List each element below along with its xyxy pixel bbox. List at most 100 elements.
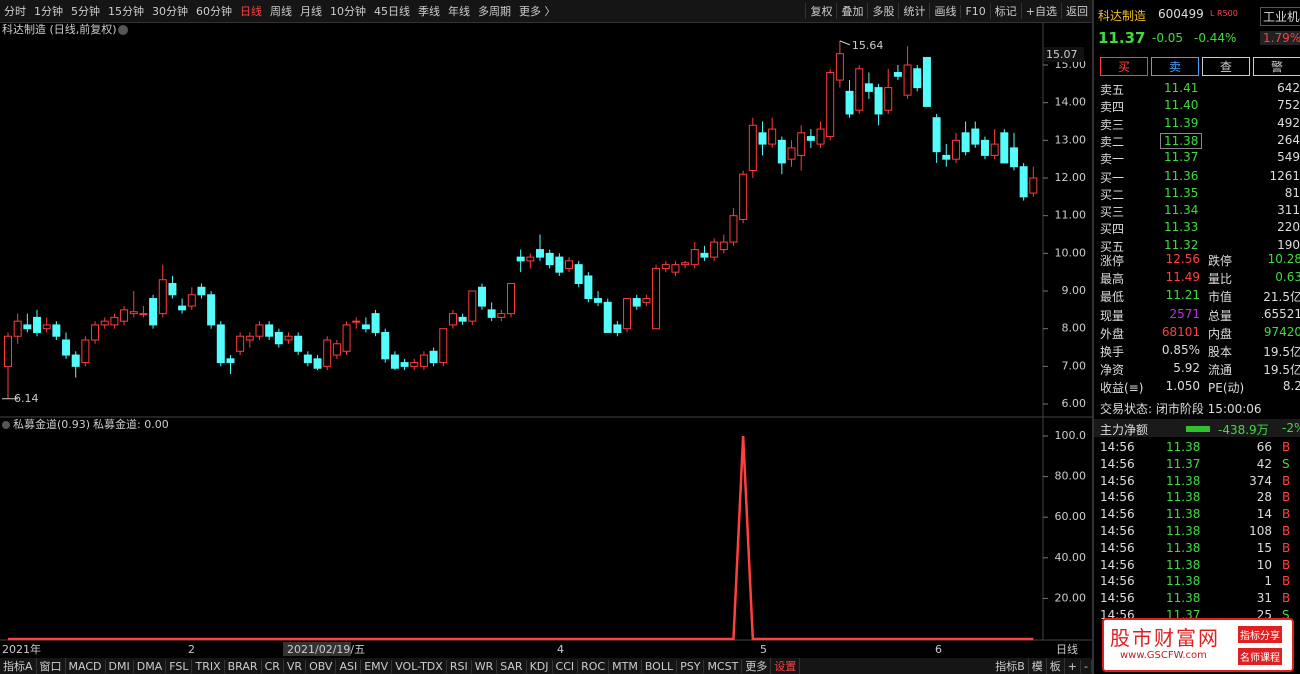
tool-button[interactable]: 标记	[989, 3, 1021, 19]
period-tab[interactable]: 月线	[300, 5, 322, 18]
indicator-tab[interactable]: SAR	[497, 659, 527, 673]
indicator-tab[interactable]: MTM	[609, 659, 642, 673]
indicator-tab[interactable]: DMA	[134, 659, 167, 673]
tool-button[interactable]: 返回	[1061, 3, 1092, 19]
trade-button[interactable]: 查	[1202, 57, 1250, 76]
trade-side: B	[1282, 557, 1291, 572]
candle-body	[710, 241, 719, 258]
candle-body	[777, 139, 786, 164]
tool-button[interactable]: 复权	[805, 3, 836, 19]
trade-button[interactable]: 买	[1100, 57, 1148, 76]
book-label: 买一	[1100, 170, 1125, 185]
indicator-tab[interactable]: ASI	[336, 659, 362, 673]
period-tab[interactable]: 15分钟	[108, 5, 144, 18]
indicator-tab[interactable]: CCI	[553, 659, 579, 673]
trade-side: B	[1282, 507, 1291, 522]
trade-price: 11.37	[1166, 456, 1201, 471]
book-price: 11.32	[1164, 237, 1199, 252]
candle-body	[632, 298, 641, 307]
period-tab[interactable]: 多周期	[478, 5, 511, 18]
indicator-tab[interactable]: 模	[1029, 658, 1047, 674]
period-tab[interactable]: 更多 〉	[519, 5, 556, 18]
indicator-tab[interactable]: 设置	[771, 658, 801, 674]
trade-time: 14:56	[1100, 473, 1135, 488]
period-tab[interactable]: 30分钟	[152, 5, 188, 18]
quote-panel: 科达制造 600499 L R500 工业机械 11.37 -0.05 -0.44% 1.79…	[1092, 0, 1300, 674]
flow-pct: -2%	[1282, 421, 1300, 435]
tool-button[interactable]: 多股	[867, 3, 898, 19]
indicator-tab[interactable]: BOLL	[642, 659, 678, 673]
tool-button[interactable]: 叠加	[836, 3, 867, 19]
period-tab[interactable]: 分时	[4, 5, 26, 18]
indicator-tab[interactable]: DMI	[106, 659, 134, 673]
candle-body	[971, 128, 980, 145]
tool-button[interactable]: F10	[960, 4, 989, 18]
candle-body	[671, 264, 680, 273]
tabs-right: 指标B 模板 + -	[992, 658, 1092, 674]
stat-label: 收益(≡)	[1100, 381, 1144, 396]
watermark-tag: 名师课程	[1238, 648, 1282, 665]
trade-side: B	[1282, 591, 1291, 606]
tool-button[interactable]: 统计	[898, 3, 929, 19]
indicator-tab[interactable]: VOL-TDX	[392, 659, 447, 673]
book-label: 买五	[1100, 239, 1125, 254]
indicator-tab[interactable]: CR	[262, 659, 284, 673]
trade-button[interactable]: 卖	[1151, 57, 1199, 76]
stat-value: 12.56	[1165, 252, 1200, 266]
trade-button[interactable]: 警	[1253, 57, 1300, 76]
trade-time: 14:56	[1100, 557, 1135, 572]
candle-body	[361, 324, 370, 330]
period-tab[interactable]: 年线	[448, 5, 470, 18]
indicator-tab[interactable]: MCST	[704, 659, 743, 673]
indicator-tab[interactable]: OBV	[306, 659, 337, 673]
trade-volume: 66	[1256, 440, 1272, 454]
period-tab[interactable]: 45日线	[374, 5, 410, 18]
indicator-tab[interactable]: VR	[284, 659, 307, 673]
indicator-tab[interactable]: RSI	[447, 659, 472, 673]
candle-body	[787, 147, 796, 160]
indicator-tab[interactable]: FSL	[166, 659, 193, 673]
indicator-tab[interactable]: EMV	[361, 659, 393, 673]
book-volume: 220	[1277, 220, 1300, 235]
y-tick-label: 9.00	[1062, 284, 1087, 297]
indicator-tab[interactable]: PSY	[677, 659, 705, 673]
indicator-title: 私募金道(0.93)	[13, 417, 90, 431]
period-tab[interactable]: 周线	[270, 5, 292, 18]
stat-label: 内盘	[1208, 326, 1233, 341]
period-tab[interactable]: 季线	[418, 5, 440, 18]
indicator-tab[interactable]: BRAR	[225, 659, 262, 673]
y-tick-label: 40.00	[1055, 551, 1087, 564]
indicator-tab[interactable]: 板	[1047, 658, 1065, 674]
period-tab[interactable]: 60分钟	[196, 5, 232, 18]
indicator-tab[interactable]: MACD	[66, 659, 106, 673]
candle-body	[303, 354, 312, 364]
trade-side: B	[1282, 540, 1291, 555]
axis-top-label: 15.07	[1046, 48, 1078, 61]
tool-button[interactable]: +自选	[1020, 3, 1061, 19]
indicator-tab[interactable]: 指标A	[0, 658, 37, 674]
indicator-tab[interactable]: KDJ	[527, 659, 553, 673]
x-tick-label: 4	[557, 643, 564, 656]
indicator-tab[interactable]: +	[1065, 659, 1082, 673]
candle-body	[468, 290, 477, 322]
indicator-tab[interactable]: -	[1081, 659, 1092, 673]
period-tab[interactable]: 1分钟	[34, 5, 63, 18]
tool-button[interactable]: 画线	[929, 3, 960, 19]
period-tab[interactable]: 日线	[240, 5, 262, 18]
candle-body	[893, 72, 902, 77]
indicator-tab[interactable]: 窗口	[37, 658, 66, 674]
candle-body	[458, 316, 467, 322]
candle-body	[419, 354, 428, 367]
stat-label: 流通	[1208, 363, 1233, 378]
stat-label: 跌停	[1208, 254, 1233, 268]
book-volume: 264	[1277, 132, 1300, 147]
indicator-tab[interactable]: TRIX	[192, 659, 225, 673]
indicator-tab[interactable]: 更多	[742, 658, 772, 674]
period-tab[interactable]: 10分钟	[330, 5, 366, 18]
period-tab[interactable]: 5分钟	[71, 5, 100, 18]
trade-price: 11.38	[1166, 540, 1201, 555]
indicator-tab[interactable]: 指标B	[992, 658, 1029, 674]
indicator-tab[interactable]: WR	[472, 659, 498, 673]
book-volume: 752	[1277, 98, 1300, 113]
indicator-tab[interactable]: ROC	[578, 659, 610, 673]
